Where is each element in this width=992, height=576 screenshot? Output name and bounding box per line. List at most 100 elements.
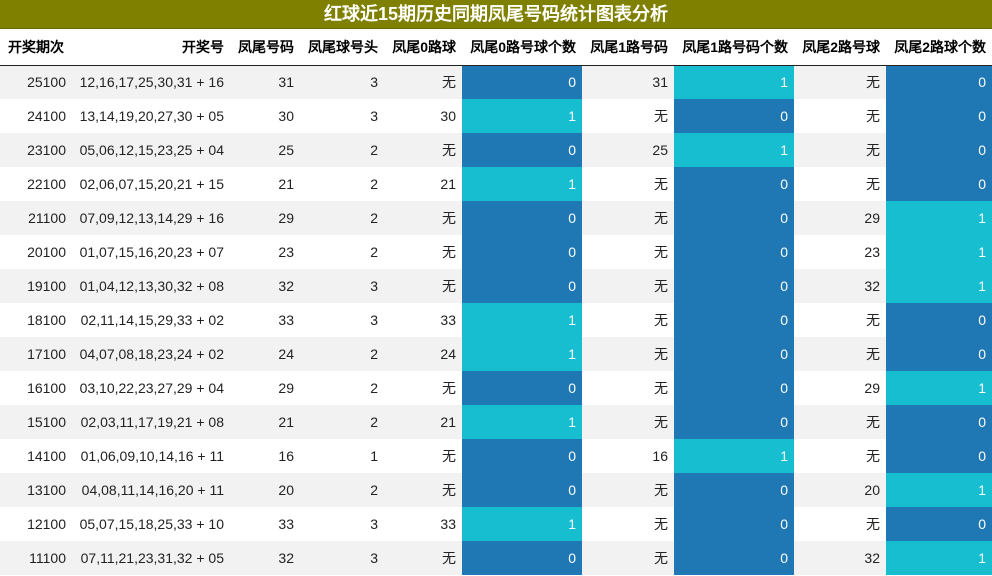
route0-count-cell: 1 [462, 507, 582, 541]
route1-number-cell: 无 [582, 303, 674, 337]
period-cell: 25100 [0, 65, 72, 99]
tail-number-cell: 20 [230, 473, 300, 507]
column-header: 凤尾2路号球 [794, 29, 886, 66]
table-row: 16100 03,10,22,23,27,29 + 04 29 2 无 0 无 0 29 1 [0, 371, 992, 405]
route0-count-cell: 0 [462, 269, 582, 303]
route0-count-cell: 1 [462, 167, 582, 201]
route1-number-cell: 无 [582, 167, 674, 201]
period-cell: 20100 [0, 235, 72, 269]
column-header: 凤尾2路球个数 [886, 29, 992, 66]
route0-ball-cell: 24 [384, 337, 462, 371]
route0-count-cell: 0 [462, 541, 582, 575]
table-row: 17100 04,07,08,18,23,24 + 02 24 2 24 1 无 0 无 0 [0, 337, 992, 371]
table-body: 25100 12,16,17,25,30,31 + 16 31 3 无 0 31 1 无 0 241… [0, 65, 992, 575]
route0-ball-cell: 无 [384, 371, 462, 405]
route1-count-cell: 0 [674, 235, 794, 269]
header-row: 开奖期次 开奖号 凤尾号码 凤尾球号头 凤尾0路球 凤尾0路号球个数 凤尾1路号… [0, 29, 992, 66]
tail-number-cell: 21 [230, 405, 300, 439]
route0-count-cell: 0 [462, 371, 582, 405]
route1-count-cell: 0 [674, 405, 794, 439]
period-cell: 12100 [0, 507, 72, 541]
route0-count-cell: 0 [462, 473, 582, 507]
route0-ball-cell: 无 [384, 201, 462, 235]
period-cell: 17100 [0, 337, 72, 371]
route2-ball-cell: 29 [794, 201, 886, 235]
route0-ball-cell: 30 [384, 99, 462, 133]
route1-count-cell: 0 [674, 507, 794, 541]
route0-ball-cell: 21 [384, 405, 462, 439]
route0-count-cell: 0 [462, 201, 582, 235]
route0-count-cell: 0 [462, 65, 582, 99]
route1-number-cell: 无 [582, 99, 674, 133]
column-header: 开奖期次 [0, 29, 72, 66]
table-row: 18100 02,11,14,15,29,33 + 02 33 3 33 1 无 0 无 0 [0, 303, 992, 337]
route0-count-cell: 1 [462, 405, 582, 439]
draw-numbers-cell: 02,11,14,15,29,33 + 02 [72, 303, 230, 337]
route1-number-cell: 25 [582, 133, 674, 167]
route2-ball-cell: 无 [794, 99, 886, 133]
route2-count-cell: 0 [886, 303, 992, 337]
route2-count-cell: 0 [886, 65, 992, 99]
tail-number-cell: 33 [230, 507, 300, 541]
period-cell: 22100 [0, 167, 72, 201]
route0-ball-cell: 21 [384, 167, 462, 201]
route2-count-cell: 1 [886, 269, 992, 303]
route1-number-cell: 无 [582, 269, 674, 303]
tail-head-cell: 3 [300, 303, 384, 337]
route0-ball-cell: 无 [384, 439, 462, 473]
tail-head-cell: 2 [300, 337, 384, 371]
route0-count-cell: 0 [462, 235, 582, 269]
period-cell: 16100 [0, 371, 72, 405]
route2-ball-cell: 无 [794, 439, 886, 473]
draw-numbers-cell: 02,03,11,17,19,21 + 08 [72, 405, 230, 439]
tail-number-cell: 32 [230, 541, 300, 575]
route0-ball-cell: 无 [384, 269, 462, 303]
route0-ball-cell: 无 [384, 235, 462, 269]
table-row: 14100 01,06,09,10,14,16 + 11 16 1 无 0 16 1 无 0 [0, 439, 992, 473]
route1-count-cell: 1 [674, 133, 794, 167]
tail-number-cell: 33 [230, 303, 300, 337]
route1-count-cell: 0 [674, 99, 794, 133]
tail-head-cell: 1 [300, 439, 384, 473]
route2-count-cell: 1 [886, 235, 992, 269]
route0-count-cell: 0 [462, 133, 582, 167]
period-cell: 19100 [0, 269, 72, 303]
route2-count-cell: 0 [886, 133, 992, 167]
tail-head-cell: 3 [300, 65, 384, 99]
chart-title: 红球近15期历史同期凤尾号码统计图表分析 [0, 0, 992, 29]
route0-ball-cell: 无 [384, 541, 462, 575]
route2-count-cell: 0 [886, 405, 992, 439]
route2-count-cell: 0 [886, 439, 992, 473]
draw-numbers-cell: 03,10,22,23,27,29 + 04 [72, 371, 230, 405]
route2-ball-cell: 无 [794, 303, 886, 337]
route2-ball-cell: 无 [794, 405, 886, 439]
tail-number-cell: 29 [230, 371, 300, 405]
route2-ball-cell: 29 [794, 371, 886, 405]
column-header: 凤尾1路号码 [582, 29, 674, 66]
period-cell: 23100 [0, 133, 72, 167]
route1-number-cell: 无 [582, 371, 674, 405]
tail-number-cell: 25 [230, 133, 300, 167]
draw-numbers-cell: 01,04,12,13,30,32 + 08 [72, 269, 230, 303]
route0-ball-cell: 无 [384, 473, 462, 507]
table-row: 24100 13,14,19,20,27,30 + 05 30 3 30 1 无 0 无 0 [0, 99, 992, 133]
route1-count-cell: 0 [674, 303, 794, 337]
route2-ball-cell: 无 [794, 337, 886, 371]
tail-head-cell: 2 [300, 201, 384, 235]
route0-ball-cell: 无 [384, 65, 462, 99]
period-cell: 18100 [0, 303, 72, 337]
period-cell: 21100 [0, 201, 72, 235]
draw-numbers-cell: 02,06,07,15,20,21 + 15 [72, 167, 230, 201]
draw-numbers-cell: 01,06,09,10,14,16 + 11 [72, 439, 230, 473]
tail-number-cell: 16 [230, 439, 300, 473]
draw-numbers-cell: 01,07,15,16,20,23 + 07 [72, 235, 230, 269]
route2-ball-cell: 23 [794, 235, 886, 269]
tail-head-cell: 3 [300, 99, 384, 133]
route1-number-cell: 无 [582, 405, 674, 439]
table-row: 11100 07,11,21,23,31,32 + 05 32 3 无 0 无 0 32 1 [0, 541, 992, 575]
column-header: 凤尾号码 [230, 29, 300, 66]
table-row: 19100 01,04,12,13,30,32 + 08 32 3 无 0 无 0 32 1 [0, 269, 992, 303]
tail-head-cell: 2 [300, 133, 384, 167]
table-row: 12100 05,07,15,18,25,33 + 10 33 3 33 1 无 0 无 0 [0, 507, 992, 541]
route2-ball-cell: 32 [794, 269, 886, 303]
